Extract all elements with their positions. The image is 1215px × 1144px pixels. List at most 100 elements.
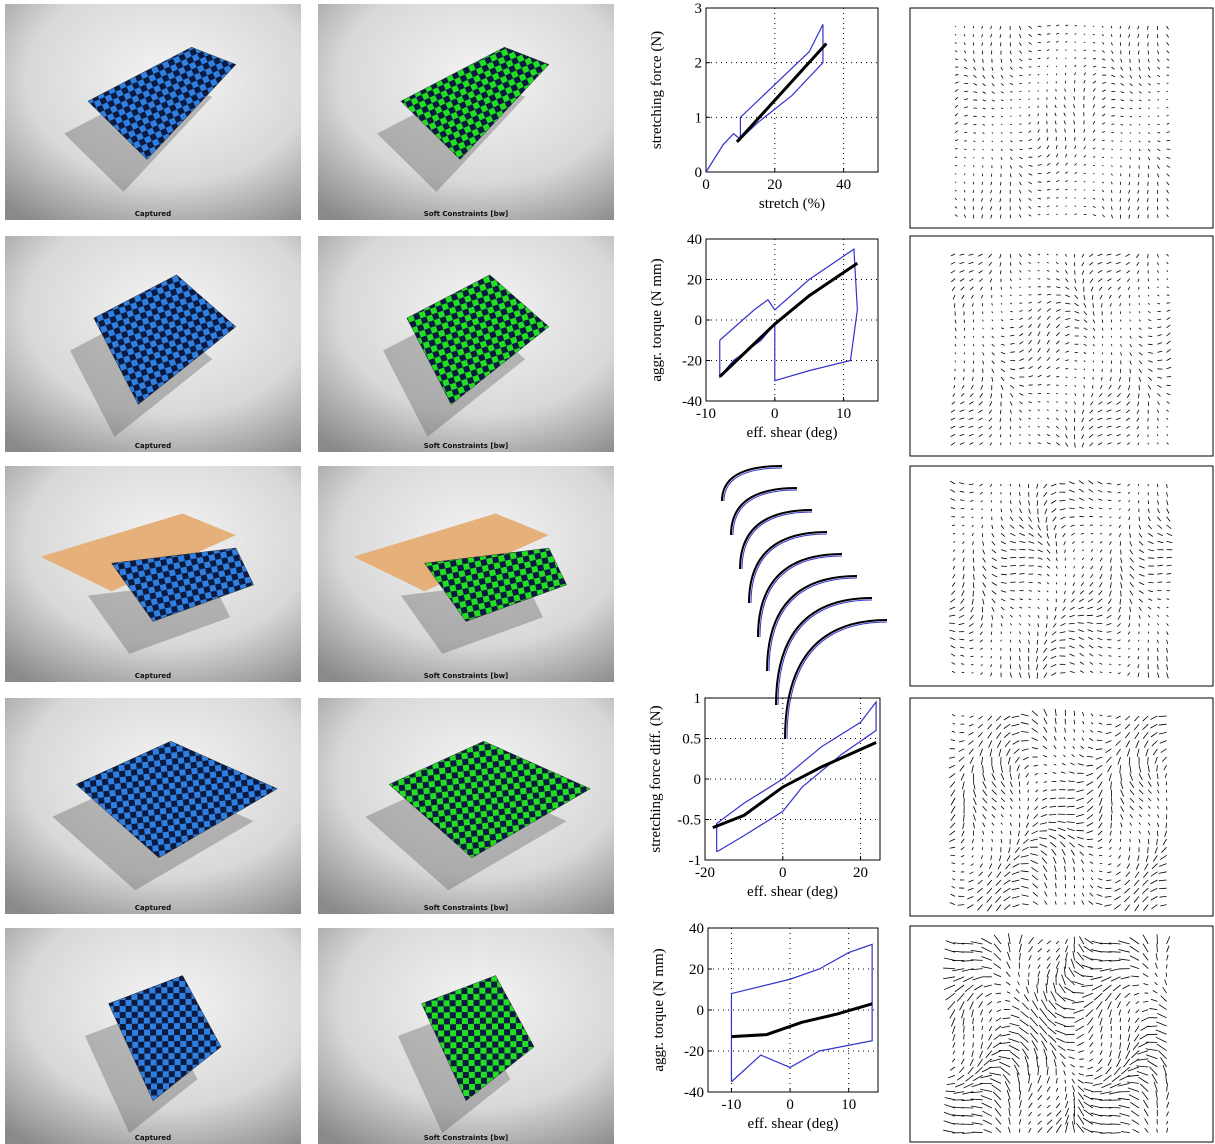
field-arrow	[1148, 806, 1150, 808]
field-arrow	[1073, 951, 1075, 960]
field-arrow	[1029, 1103, 1033, 1108]
field-arrow	[1069, 623, 1075, 624]
field-arrow	[1053, 857, 1056, 864]
field-arrow	[1124, 888, 1129, 893]
curve-fit	[785, 620, 887, 739]
field-arrow	[991, 632, 992, 635]
field-arrow	[1157, 149, 1160, 151]
field-arrow	[1093, 121, 1095, 124]
field-arrow	[1139, 100, 1141, 101]
field-arrow	[1021, 731, 1029, 732]
field-arrow	[1128, 648, 1129, 649]
field-arrow	[1130, 966, 1139, 969]
field-arrow	[1044, 901, 1047, 905]
field-arrow	[1075, 303, 1079, 306]
field-arrow	[1107, 279, 1111, 281]
field-arrow	[1128, 640, 1130, 642]
field-arrow	[1139, 303, 1140, 305]
field-arrow	[1142, 1092, 1148, 1100]
field-arrow	[961, 773, 964, 780]
field-arrow	[983, 1130, 991, 1133]
field-arrow	[1108, 765, 1112, 772]
field-arrow	[989, 434, 991, 437]
field-arrow	[1093, 104, 1095, 108]
field-arrow	[1055, 105, 1056, 108]
field-arrow	[1060, 781, 1065, 782]
field-arrow	[1102, 320, 1103, 323]
field-arrow	[989, 410, 992, 414]
field-arrow	[1138, 673, 1139, 677]
field-arrow	[959, 623, 965, 624]
field-arrow	[1065, 952, 1067, 960]
field-arrow	[1114, 905, 1120, 910]
field-arrow	[971, 509, 973, 510]
field-arrow	[1001, 517, 1003, 521]
field-arrow	[1038, 206, 1041, 207]
field-arrow	[1143, 732, 1148, 738]
field-arrow	[1010, 814, 1011, 816]
field-arrow	[971, 673, 973, 674]
field-arrow	[1131, 1111, 1139, 1117]
field-arrow	[1107, 426, 1112, 427]
field-arrow	[991, 509, 992, 512]
field-arrow	[972, 517, 974, 518]
field-arrow	[1167, 349, 1171, 352]
field-arrow	[1107, 402, 1111, 405]
field-arrow	[1019, 206, 1020, 209]
field-arrow	[1102, 34, 1103, 36]
field-arrow	[1116, 724, 1121, 727]
field-arrow	[1148, 352, 1153, 353]
field-arrow	[1029, 340, 1032, 344]
render-panel: Soft Constraints [bw]	[318, 928, 614, 1144]
field-arrow	[971, 385, 973, 389]
field-arrow	[1108, 393, 1111, 396]
field-arrow	[1004, 905, 1010, 910]
field-arrow	[972, 765, 974, 773]
field-arrow	[987, 1001, 991, 1005]
field-arrow	[1089, 489, 1093, 492]
field-arrow	[1029, 309, 1032, 311]
field-arrow	[1065, 33, 1067, 34]
field-arrow	[1078, 615, 1084, 616]
field-arrow	[1093, 81, 1096, 84]
field-arrow	[1065, 270, 1067, 273]
field-arrow	[1063, 533, 1066, 537]
field-arrow	[1029, 324, 1032, 327]
field-arrow	[1148, 847, 1149, 853]
field-arrow	[1019, 359, 1024, 361]
field-arrow	[1127, 443, 1129, 445]
field-arrow	[1097, 773, 1102, 779]
field-arrow	[1100, 672, 1102, 673]
field-arrow	[1076, 1026, 1084, 1031]
series-line	[737, 44, 826, 142]
field-arrow	[1047, 1087, 1050, 1092]
field-arrow	[1136, 1001, 1139, 1003]
field-arrow	[1167, 1128, 1168, 1133]
field-arrow	[1010, 673, 1011, 678]
field-arrow	[1130, 566, 1134, 570]
field-arrow	[1056, 402, 1058, 403]
field-arrow	[1093, 336, 1095, 338]
field-arrow	[1000, 426, 1001, 429]
field-arrow	[955, 75, 959, 76]
field-arrow	[1054, 764, 1056, 765]
field-arrow	[1019, 182, 1021, 186]
field-arrow	[1167, 955, 1168, 961]
field-arrow	[982, 1034, 983, 1039]
field-arrow	[1157, 303, 1160, 304]
field-arrow	[1100, 525, 1102, 526]
field-arrow	[1029, 148, 1033, 149]
field-arrow	[1139, 377, 1141, 382]
field-arrow	[1110, 558, 1111, 563]
field-arrow	[1167, 402, 1170, 404]
field-arrow	[980, 632, 983, 635]
field-arrow	[1157, 377, 1162, 378]
field-arrow	[1126, 1001, 1129, 1006]
field-arrow	[1055, 874, 1056, 880]
field-arrow	[1061, 525, 1065, 528]
field-arrow	[1075, 443, 1076, 448]
field-arrow	[1001, 369, 1005, 372]
field-arrow	[1038, 129, 1040, 132]
field-arrow	[1029, 262, 1031, 263]
field-arrow	[983, 108, 986, 109]
